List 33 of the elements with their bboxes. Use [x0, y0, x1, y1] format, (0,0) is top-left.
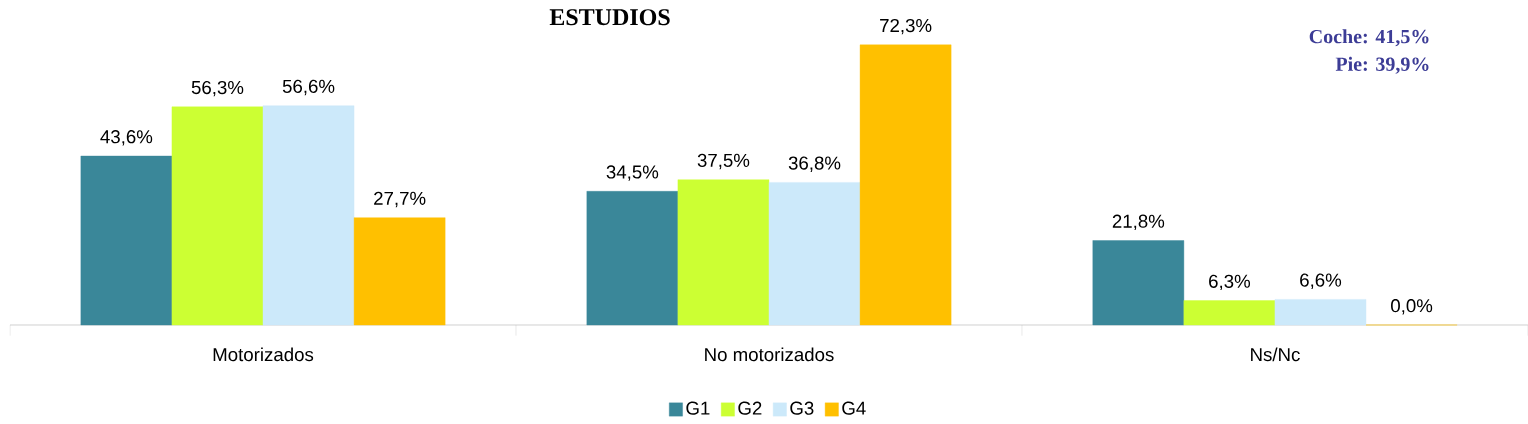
bar — [80, 155, 173, 326]
data-label: 6,6% — [1300, 273, 1342, 289]
legend-label: G4 — [842, 401, 866, 415]
data-label: 36,8% — [788, 156, 841, 172]
bar — [1092, 240, 1185, 326]
annotation: Pie: 39,9% — [1335, 56, 1429, 74]
x-tick-label: No motorizados — [705, 347, 834, 362]
data-label: 27,7% — [374, 191, 426, 208]
legend-label: G1 — [686, 401, 710, 415]
chart-title: ESTUDIOS — [549, 9, 670, 26]
x-tick-label: Ns/Nc — [1251, 347, 1300, 362]
data-label: 43,6% — [100, 130, 153, 146]
data-label: 0,0% — [1391, 299, 1433, 315]
data-label: 37,5% — [697, 153, 750, 170]
legend-label: G3 — [790, 401, 814, 415]
legend-label: G2 — [738, 401, 762, 415]
data-label: 56,3% — [191, 80, 244, 97]
data-label: 72,3% — [880, 18, 932, 35]
data-label: 56,6% — [282, 79, 335, 96]
data-label: 34,5% — [606, 165, 659, 181]
x-tick-label: Motorizados — [213, 347, 314, 362]
bar — [1183, 300, 1276, 326]
data-label: 6,3% — [1209, 274, 1251, 291]
bar — [1274, 299, 1367, 326]
bar — [677, 179, 770, 326]
bar — [586, 191, 679, 326]
data-label: 21,8% — [1112, 214, 1165, 231]
bar — [353, 217, 446, 326]
bar — [768, 182, 861, 326]
annotation: Coche: 41,5% — [1309, 29, 1429, 47]
bar — [262, 105, 355, 326]
bar — [171, 106, 264, 326]
bar — [859, 44, 952, 326]
